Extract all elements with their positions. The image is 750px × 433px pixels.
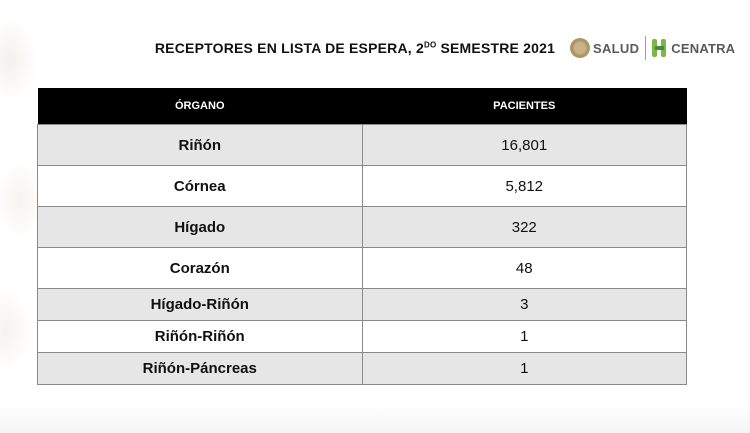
organ-cell: Riñón-Páncreas (37, 352, 363, 385)
header-organ: ÓRGANO (37, 88, 362, 125)
table-row: Hígado-Riñón 3 (37, 288, 687, 321)
patients-cell: 48 (361, 247, 687, 289)
patients-cell: 322 (361, 206, 687, 248)
table-row: Corazón 48 (37, 247, 687, 289)
table-row: Córnea 5,812 (37, 165, 687, 207)
patients-cell: 1 (361, 320, 687, 353)
patients-cell: 5,812 (361, 165, 687, 207)
table-row: Riñón-Riñón 1 (37, 320, 687, 353)
organ-cell: Corazón (37, 247, 363, 289)
cenatra-logo: CENATRA (652, 37, 735, 59)
table-row: Riñón-Páncreas 1 (37, 352, 687, 385)
patients-cell: 3 (361, 288, 687, 321)
bottom-fade (0, 403, 750, 433)
cenatra-logo-text: CENATRA (671, 40, 736, 56)
organ-cell: Hígado-Riñón (37, 288, 363, 321)
header-logos: SALUD CENATRA (570, 33, 735, 63)
table-header-row: ÓRGANO PACIENTES (37, 88, 687, 125)
organ-cell: Riñón-Riñón (37, 320, 363, 353)
organ-cell: Hígado (37, 206, 363, 248)
table-row: Hígado 322 (37, 206, 687, 248)
salud-logo: SALUD (570, 38, 639, 58)
cenatra-mark-icon (652, 37, 668, 59)
page-title: RECEPTORES EN LISTA DE ESPERA, 2DO SEMES… (154, 40, 556, 56)
logo-divider (645, 36, 647, 60)
organ-cell: Riñón (37, 124, 363, 166)
patients-cell: 1 (361, 352, 687, 385)
patients-cell: 16,801 (361, 124, 687, 166)
seal-icon (570, 38, 590, 58)
table-row: Riñón 16,801 (37, 124, 687, 166)
organ-cell: Córnea (37, 165, 363, 207)
header-patients: PACIENTES (362, 88, 687, 125)
waiting-list-table: ÓRGANO PACIENTES Riñón 16,801 Córnea 5,8… (37, 88, 687, 385)
salud-logo-text: SALUD (593, 40, 640, 56)
